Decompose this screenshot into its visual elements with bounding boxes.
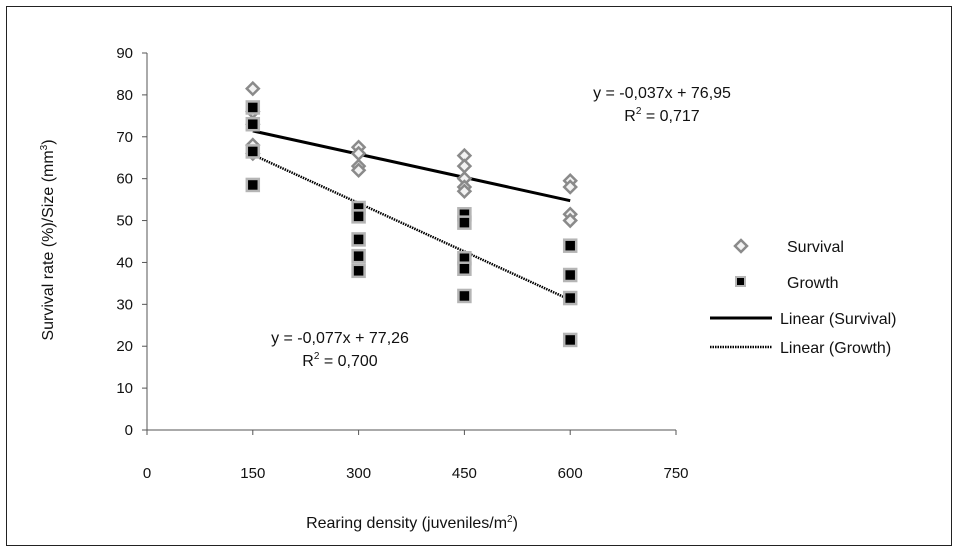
survival-trend-line (252, 129, 571, 203)
legend-item-survival: Survival (733, 238, 844, 256)
y-tick-label: 80 (116, 87, 133, 104)
growth-point (562, 332, 578, 348)
growth-point (562, 267, 578, 283)
survival-point (562, 179, 578, 195)
survival-point (562, 212, 578, 229)
y-tick-label: 40 (116, 254, 133, 271)
x-tick-label: 300 (346, 465, 371, 482)
y-tick-label: 30 (116, 296, 133, 313)
growth-point (351, 263, 366, 279)
x-tick-label: 600 (558, 465, 583, 482)
square-marker-icon (735, 276, 746, 287)
survival-equation: y = -0,037x + 76,95 (593, 85, 731, 102)
y-tick-label: 60 (116, 171, 133, 188)
legend-item-growth: Growth (735, 275, 839, 292)
survival-point (456, 183, 473, 200)
y-axis-title: Survival rate (%)/Size (mm3) (39, 139, 57, 340)
x-tick-label: 450 (452, 465, 477, 482)
survival-r2: R2 = 0,717 (624, 106, 700, 125)
chart-frame (6, 6, 952, 546)
growth-trend-line (252, 153, 571, 302)
diamond-marker-icon (733, 238, 749, 254)
x-tick-label: 750 (663, 465, 688, 482)
growth-r2: R2 = 0,700 (302, 351, 378, 370)
x-tick-label: 150 (240, 465, 265, 482)
growth-point (245, 116, 261, 132)
growth-point (351, 248, 366, 264)
y-tick-label: 90 (116, 45, 133, 62)
y-tick-label: 20 (116, 338, 133, 355)
y-tick-label: 50 (116, 213, 133, 230)
growth-point (245, 100, 261, 115)
legend-item-linear-growth: Linear (Growth) (710, 340, 891, 357)
growth-point (457, 261, 472, 276)
y-tick-label: 0 (125, 422, 133, 439)
growth-point (562, 238, 578, 253)
growth-point (351, 232, 366, 247)
growth-point (351, 209, 366, 224)
growth-point (457, 215, 472, 230)
x-tick-label: 0 (143, 465, 151, 482)
y-tick-label: 10 (116, 380, 133, 397)
x-axis-title: Rearing density (juveniles/m2) (306, 514, 518, 532)
axes: 0 10 20 30 40 50 60 70 80 90 0 150 300 450 600 750 (116, 45, 688, 482)
growth-point (245, 177, 261, 193)
legend: Survival Growth Linear (Survival) Linear… (710, 238, 896, 357)
trend-lines (252, 129, 571, 302)
growth-point (562, 290, 578, 306)
survival-point (245, 80, 261, 97)
legend-label-growth: Growth (787, 275, 839, 292)
survival-point (456, 158, 473, 174)
growth-point (457, 288, 472, 304)
growth-equation: y = -0,077x + 77,26 (271, 330, 409, 347)
legend-label-linear-survival: Linear (Survival) (780, 311, 896, 328)
survival-point (350, 162, 367, 179)
legend-item-linear-survival: Linear (Survival) (710, 311, 896, 328)
legend-label-linear-growth: Linear (Growth) (780, 340, 891, 357)
y-tick-label: 70 (116, 129, 133, 146)
data-points (245, 80, 578, 348)
growth-point (245, 144, 261, 159)
legend-label-survival: Survival (787, 239, 844, 256)
